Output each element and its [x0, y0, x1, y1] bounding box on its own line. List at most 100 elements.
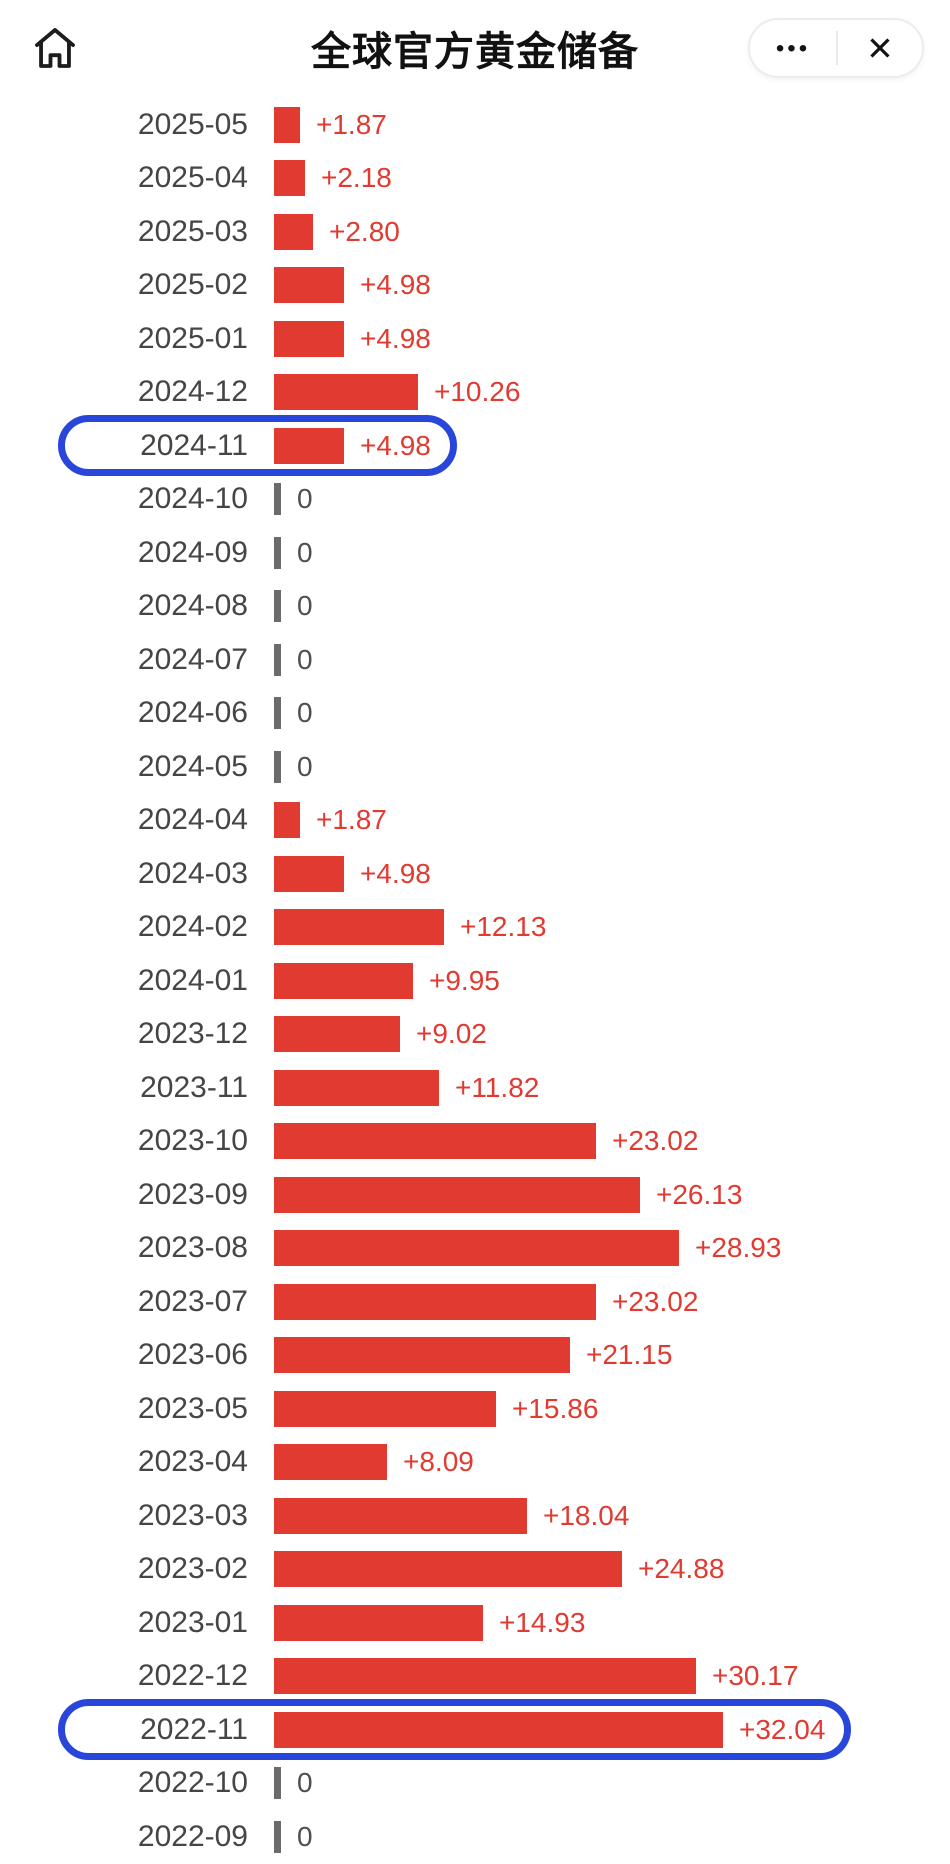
chart-row: 2024-11 +4.98 [0, 415, 950, 476]
value-label: +23.02 [612, 1125, 699, 1157]
chart-row: 2024-01 +9.95 [0, 954, 950, 1008]
category-label: 2024-10 [137, 482, 248, 516]
value-label: 0 [297, 1820, 313, 1852]
chart-row: 2023-10 +23.02 [0, 1115, 950, 1169]
category-label: 2025-04 [137, 161, 248, 195]
category-label: 2023-05 [137, 1391, 248, 1425]
chart-row: 2023-03 +18.04 [0, 1489, 950, 1543]
value-label: +32.04 [739, 1713, 826, 1745]
category-label: 2024-08 [137, 589, 248, 623]
bar [274, 106, 300, 143]
value-label: +23.02 [612, 1285, 699, 1317]
category-label: 2023-07 [137, 1284, 248, 1318]
category-label: 2025-02 [137, 268, 248, 302]
bar [274, 427, 344, 464]
home-button[interactable] [26, 19, 84, 77]
bar [274, 1551, 622, 1588]
chart-row: 2023-09 +26.13 [0, 1168, 950, 1222]
category-label: 2023-11 [140, 1070, 248, 1104]
value-label: +2.18 [321, 162, 392, 194]
chart-row: 2024-04 +1.87 [0, 794, 950, 848]
chart-row: 2024-06 0 [0, 687, 950, 741]
chart-row: 2023-11 +11.82 [0, 1061, 950, 1115]
home-icon [35, 28, 75, 68]
bar [274, 1497, 527, 1534]
zero-tick [274, 750, 281, 783]
category-label: 2023-09 [137, 1177, 248, 1211]
chart-row: 2024-07 0 [0, 633, 950, 687]
bar [274, 1711, 723, 1748]
window-capsule: ••• ✕ [748, 18, 924, 78]
bar [274, 1604, 483, 1641]
category-label: 2024-01 [137, 963, 248, 997]
chart-row: 2025-01 +4.98 [0, 312, 950, 366]
category-label: 2023-06 [137, 1338, 248, 1372]
bar [274, 374, 418, 411]
chart-row: 2024-03 +4.98 [0, 847, 950, 901]
value-label: +12.13 [460, 911, 547, 943]
value-label: +9.02 [416, 1018, 487, 1050]
value-label: +11.82 [455, 1071, 540, 1103]
category-label: 2023-08 [137, 1231, 248, 1265]
value-label: 0 [297, 697, 313, 729]
chart-row: 2023-04 +8.09 [0, 1436, 950, 1490]
zero-tick [274, 1767, 281, 1800]
value-label: 0 [297, 590, 313, 622]
bar [274, 267, 344, 304]
bar [274, 802, 300, 839]
value-label: 0 [297, 483, 313, 515]
category-label: 2022-12 [137, 1659, 248, 1693]
more-button[interactable]: ••• [775, 35, 811, 62]
category-label: 2025-05 [137, 107, 248, 141]
chart-row: 2023-06 +21.15 [0, 1329, 950, 1383]
chart-row: 2024-10 0 [0, 473, 950, 527]
value-label: +1.87 [316, 108, 387, 140]
value-label: +8.09 [403, 1446, 474, 1478]
value-label: +1.87 [316, 804, 387, 836]
category-label: 2023-10 [137, 1124, 248, 1158]
value-label: +10.26 [434, 376, 521, 408]
bar [274, 909, 444, 946]
bar [274, 1444, 387, 1481]
bar [274, 1658, 696, 1695]
value-label: +15.86 [512, 1392, 599, 1424]
value-label: +4.98 [360, 857, 431, 889]
chart-row: 2023-12 +9.02 [0, 1008, 950, 1062]
value-label: +4.98 [360, 269, 431, 301]
chart-row: 2022-11 +32.04 [0, 1699, 950, 1760]
zero-tick [274, 590, 281, 623]
category-label: 2023-01 [137, 1605, 248, 1639]
category-label: 2024-03 [137, 856, 248, 890]
chart-row: 2025-02 +4.98 [0, 259, 950, 313]
value-label: +9.95 [429, 964, 500, 996]
bar [274, 160, 305, 197]
chart-row: 2022-09 0 [0, 1810, 950, 1864]
zero-tick [274, 1820, 281, 1853]
page-title: 全球官方黄金储备 [311, 30, 639, 74]
category-label: 2024-02 [137, 910, 248, 944]
chart-row: 2025-03 +2.80 [0, 205, 950, 259]
value-label: 0 [297, 1767, 313, 1799]
zero-tick [274, 483, 281, 516]
category-label: 2024-09 [137, 535, 248, 569]
chart-row: 2025-04 +2.18 [0, 152, 950, 206]
category-label: 2024-07 [137, 642, 248, 676]
close-button[interactable]: ✕ [866, 29, 894, 67]
bar [274, 213, 313, 250]
chart-row: 2023-05 +15.86 [0, 1382, 950, 1436]
bar [274, 1230, 679, 1267]
chart-row: 2024-02 +12.13 [0, 901, 950, 955]
bar [274, 1176, 640, 1213]
chart-row: 2024-05 0 [0, 740, 950, 794]
category-label: 2024-12 [137, 375, 248, 409]
bar [274, 1123, 596, 1160]
bar [274, 962, 413, 999]
category-label: 2024-06 [137, 696, 248, 730]
value-label: 0 [297, 536, 313, 568]
zero-tick [274, 697, 281, 730]
category-label: 2022-11 [140, 1712, 248, 1746]
bar [274, 1069, 439, 1106]
value-label: +24.88 [638, 1553, 725, 1585]
value-label: +2.80 [329, 215, 400, 247]
chart-row: 2023-01 +14.93 [0, 1596, 950, 1650]
